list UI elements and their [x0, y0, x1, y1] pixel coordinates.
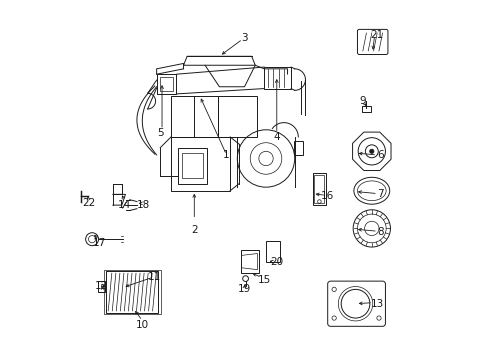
Text: 2: 2	[191, 225, 197, 235]
Text: 4: 4	[273, 132, 280, 142]
Text: 1: 1	[223, 150, 229, 160]
Bar	[178, 148, 206, 184]
Text: 3: 3	[241, 33, 247, 43]
Bar	[98, 281, 105, 292]
Bar	[159, 77, 173, 91]
Text: 21: 21	[370, 30, 383, 40]
Text: 15: 15	[257, 275, 270, 285]
Text: 6: 6	[377, 150, 383, 160]
Text: 18: 18	[137, 200, 150, 210]
Text: 16: 16	[320, 191, 333, 201]
Bar	[314, 175, 324, 203]
Text: 12: 12	[94, 281, 107, 291]
Text: 8: 8	[377, 227, 383, 237]
Text: 19: 19	[237, 284, 251, 294]
Bar	[312, 173, 325, 205]
Bar	[241, 250, 258, 273]
Bar	[171, 96, 217, 137]
Bar	[362, 107, 370, 112]
Bar	[103, 270, 161, 315]
Text: 7: 7	[377, 189, 383, 199]
Text: 5: 5	[157, 129, 163, 138]
Text: 11: 11	[148, 272, 161, 282]
Bar	[182, 153, 202, 178]
Text: 17: 17	[92, 238, 106, 248]
Text: 14: 14	[118, 200, 131, 210]
Text: 9: 9	[359, 96, 366, 106]
Bar	[293, 140, 303, 155]
Bar	[106, 271, 158, 313]
Text: 10: 10	[136, 320, 148, 330]
Bar	[156, 74, 176, 94]
Text: 20: 20	[270, 257, 283, 267]
Bar	[171, 137, 230, 191]
Text: 13: 13	[370, 299, 383, 309]
Circle shape	[369, 149, 373, 153]
Bar	[217, 96, 257, 137]
Text: 22: 22	[81, 198, 95, 208]
Bar	[265, 241, 280, 262]
Bar	[264, 67, 290, 89]
